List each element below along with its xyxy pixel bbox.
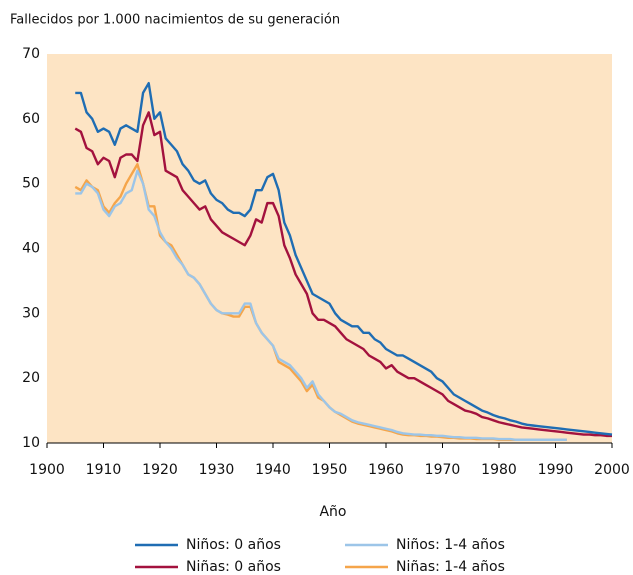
x-tick-label: 1920 <box>142 462 178 478</box>
x-tick-label: 1960 <box>368 462 404 478</box>
line-series <box>74 111 612 438</box>
x-tick-label: 1970 <box>425 462 461 478</box>
y-axis-label: Fallecidos por 1.000 nacimientos de su g… <box>10 13 340 28</box>
legend-label: Niños: 0 años <box>186 537 281 553</box>
legend-label: Niñas: 0 años <box>186 559 281 575</box>
y-tick-label: 70 <box>22 46 40 62</box>
line-series <box>75 81 613 436</box>
y-tick-label: 30 <box>22 305 40 321</box>
y-tick-label: 60 <box>22 111 40 127</box>
x-tick-label: 2000 <box>594 462 630 478</box>
line-series <box>75 169 567 441</box>
legend-label: Niños: 1-4 años <box>396 537 505 553</box>
x-tick-label: 1940 <box>255 462 291 478</box>
x-tick-label: 1990 <box>538 462 574 478</box>
x-tick-label: 1910 <box>86 462 122 478</box>
x-tick-label: 1950 <box>312 462 348 478</box>
y-tick-label: 10 <box>22 435 40 451</box>
y-tick-label: 40 <box>22 241 40 257</box>
y-tick-label: 50 <box>22 176 40 192</box>
y-tick-label: 20 <box>22 370 40 386</box>
x-tick-label: 1900 <box>29 462 65 478</box>
x-tick-label: 1980 <box>481 462 517 478</box>
x-tick-label: 1930 <box>199 462 235 478</box>
plot-background <box>47 54 612 443</box>
x-axis-label: Año <box>319 504 346 520</box>
legend-label: Niñas: 1-4 años <box>396 559 505 575</box>
